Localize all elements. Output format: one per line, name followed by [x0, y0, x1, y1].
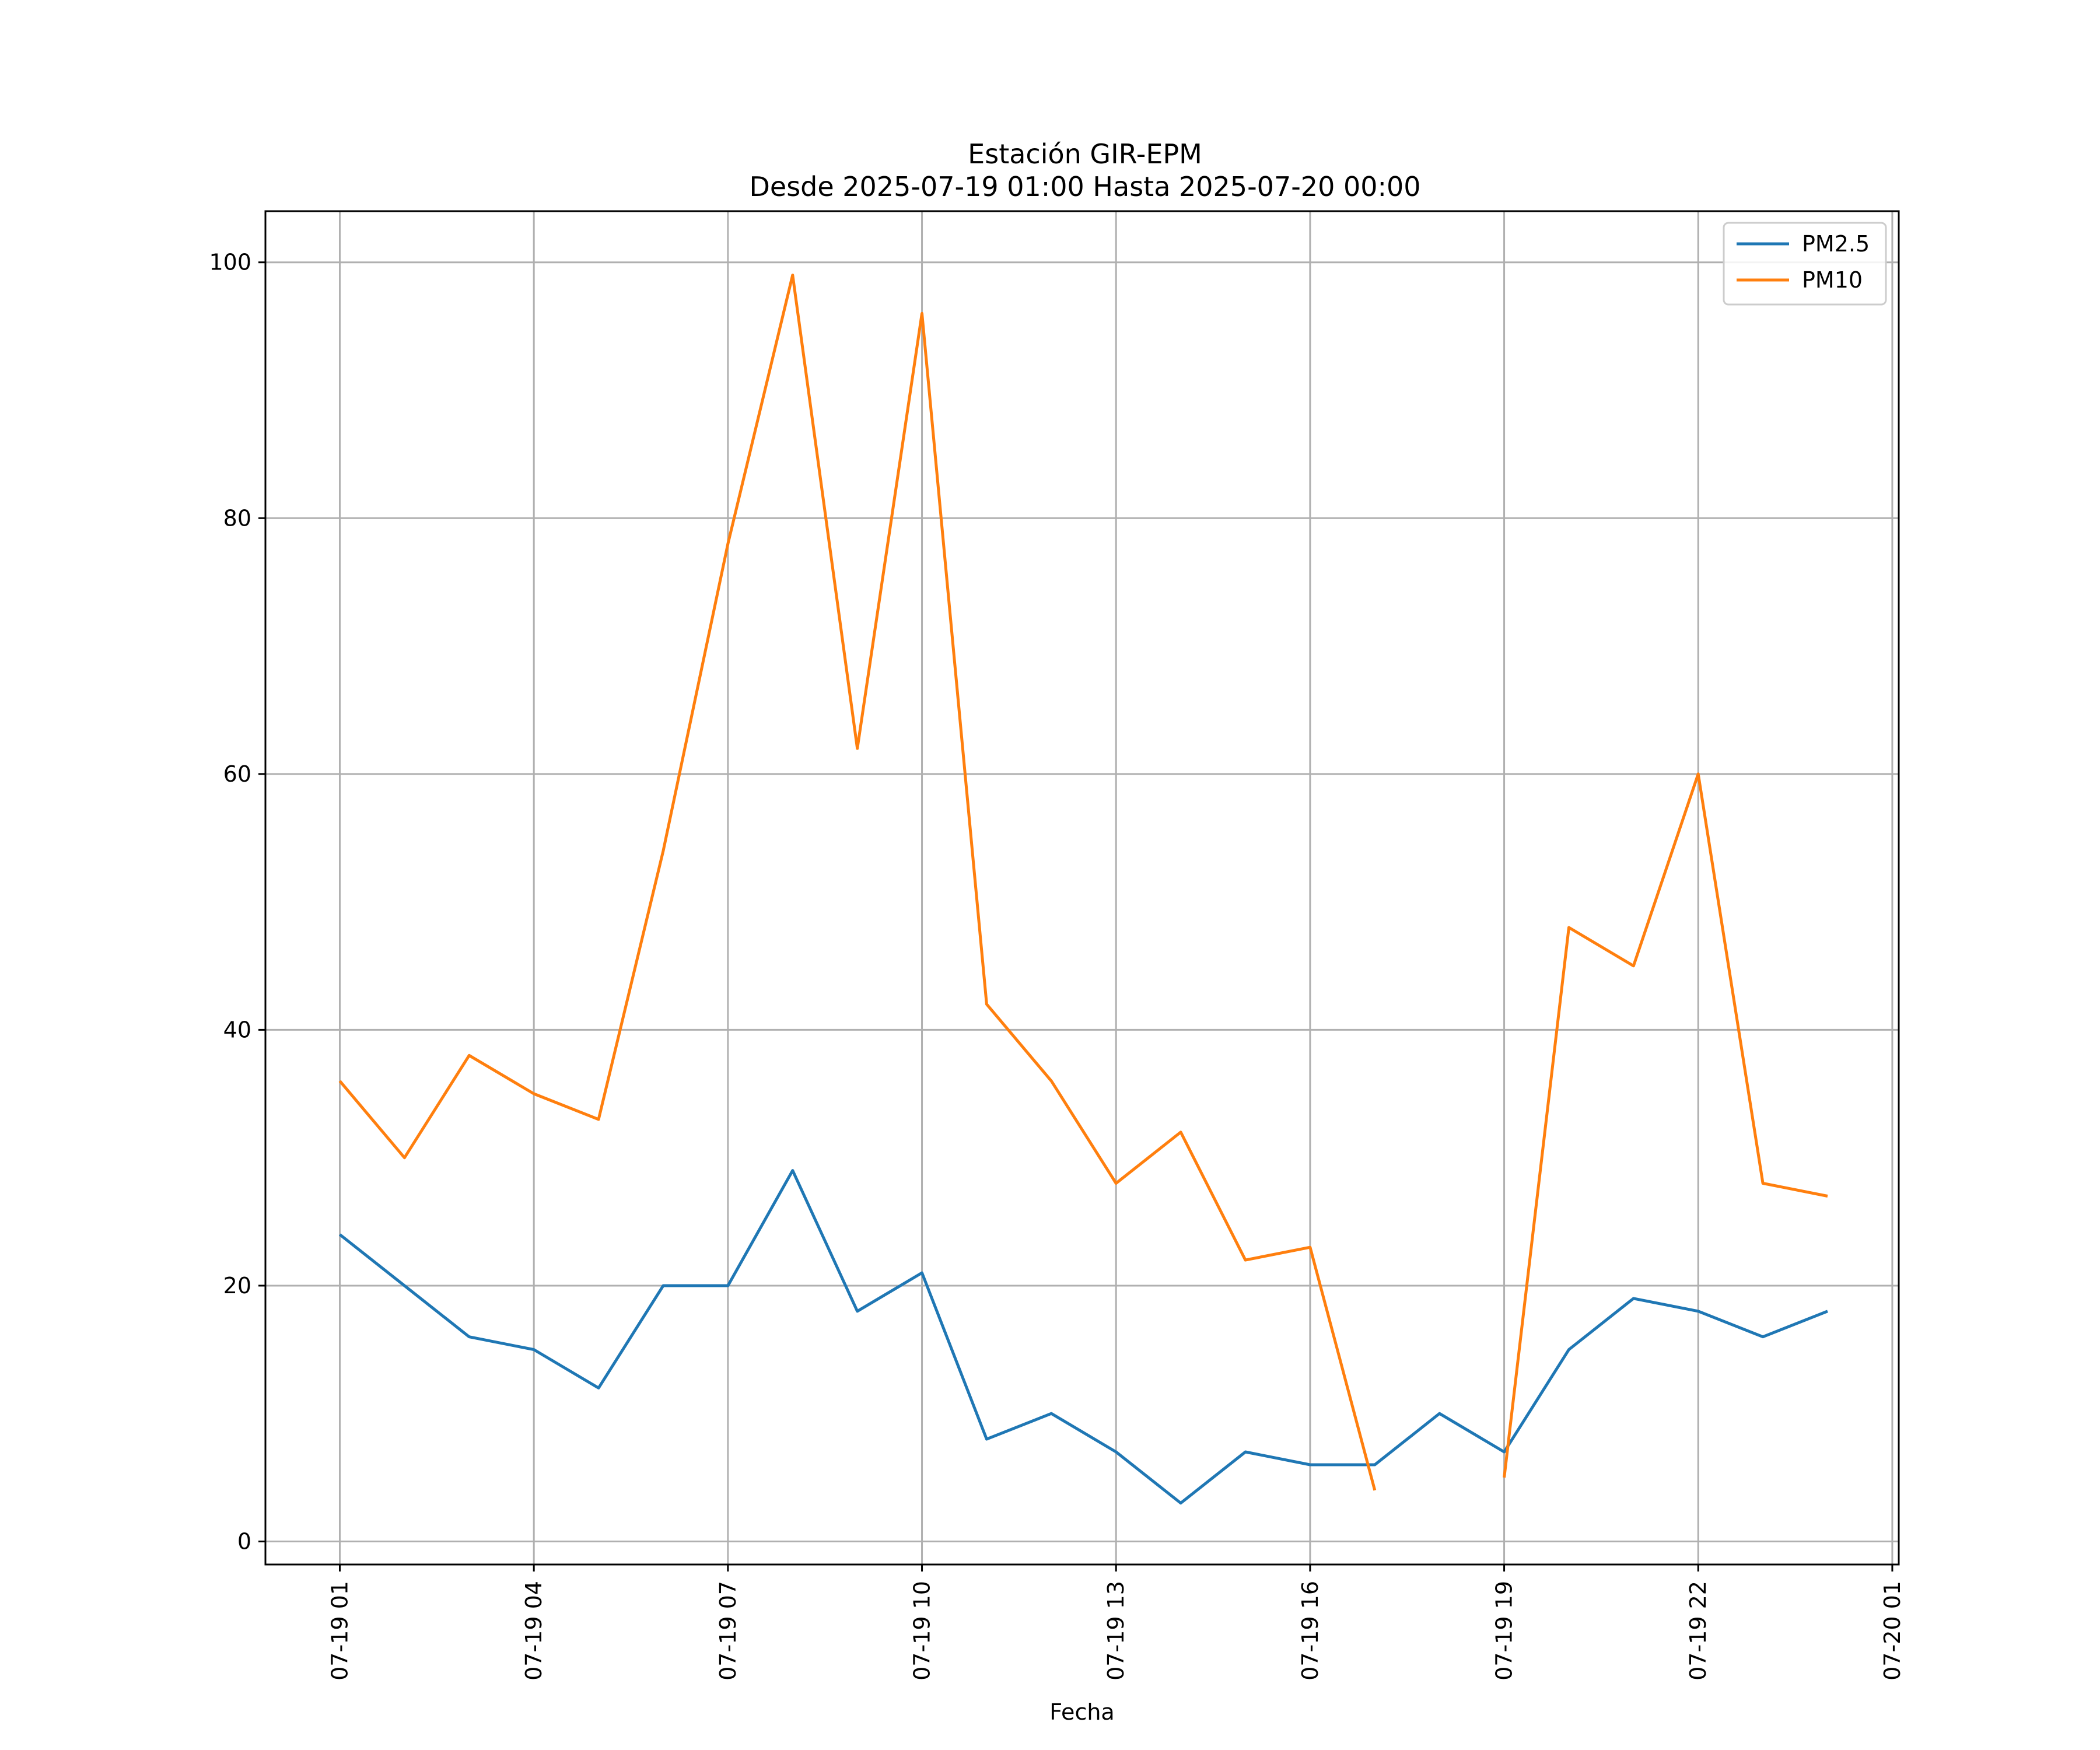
x-tick-label-3: 07-19 10	[909, 1581, 935, 1681]
legend-label-pm25: PM2.5	[1802, 231, 1870, 257]
y-tick-label-1: 20	[223, 1273, 251, 1298]
plot-frame	[264, 210, 1900, 1566]
x-axis: 07-19 01 07-19 04 07-19 07 07-19 10 07-19 13…	[327, 1564, 1905, 1681]
series-line-pm10	[338, 274, 1828, 1491]
legend-label-pm10: PM10	[1802, 267, 1863, 293]
x-tick-label-1: 07-19 04	[521, 1581, 547, 1681]
x-tick-label-2: 07-19 07	[715, 1581, 741, 1681]
y-tick-label-4: 80	[223, 505, 251, 531]
y-axis: 0 20 40 60 80 100	[209, 250, 265, 1555]
y-tick-label-3: 60	[223, 761, 251, 787]
x-tick-label-8: 07-20 01	[1880, 1581, 1905, 1681]
y-tick-label-0: 0	[237, 1529, 251, 1555]
y-tick-label-2: 40	[223, 1017, 251, 1042]
grid	[265, 211, 1899, 1564]
series-layer	[338, 274, 1828, 1505]
x-tick-label-5: 07-19 16	[1297, 1581, 1323, 1681]
chart-subtitle: Desde 2025-07-19 01:00 Hasta 2025-07-20 …	[749, 171, 1420, 202]
x-tick-label-4: 07-19 13	[1103, 1581, 1129, 1681]
chart-title: Estación GIR-EPM	[968, 138, 1202, 170]
legend: PM2.5 PM10	[1723, 222, 1887, 306]
x-tick-label-7: 07-19 22	[1685, 1581, 1711, 1681]
x-tick-label-6: 07-19 19	[1492, 1581, 1517, 1681]
x-tick-label-0: 07-19 01	[327, 1581, 353, 1681]
y-tick-label-5: 100	[209, 250, 251, 275]
series-line-pm25	[338, 1169, 1828, 1505]
x-axis-label: Fecha	[1049, 1699, 1114, 1725]
